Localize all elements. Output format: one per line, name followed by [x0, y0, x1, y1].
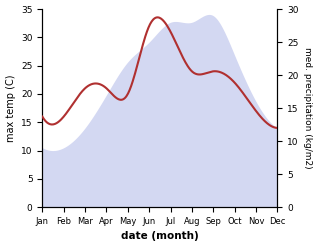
Y-axis label: max temp (C): max temp (C) — [5, 74, 16, 142]
X-axis label: date (month): date (month) — [121, 231, 199, 242]
Y-axis label: med. precipitation (kg/m2): med. precipitation (kg/m2) — [303, 47, 313, 169]
